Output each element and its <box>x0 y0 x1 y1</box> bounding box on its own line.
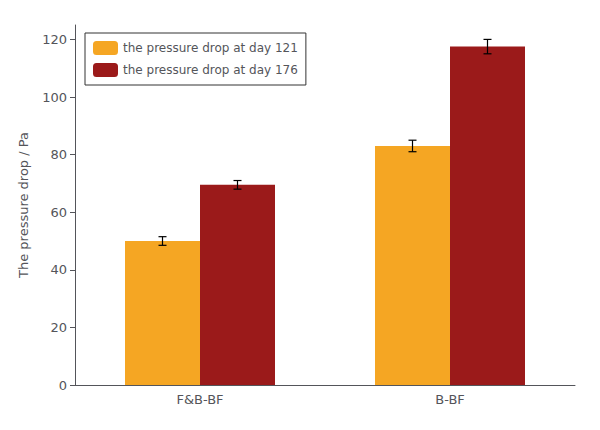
svg-text:0: 0 <box>59 378 67 393</box>
svg-text:20: 20 <box>50 320 67 335</box>
svg-text:80: 80 <box>50 147 67 162</box>
svg-text:The pressure drop / Pa: The pressure drop / Pa <box>16 132 31 279</box>
svg-text:F&B-BF: F&B-BF <box>176 392 223 407</box>
svg-text:B-BF: B-BF <box>435 392 465 407</box>
svg-text:60: 60 <box>50 205 67 220</box>
svg-text:40: 40 <box>50 262 67 277</box>
svg-text:100: 100 <box>42 90 67 105</box>
svg-text:the pressure drop at day 176: the pressure drop at day 176 <box>123 63 298 77</box>
svg-text:the pressure drop at day 121: the pressure drop at day 121 <box>123 41 298 55</box>
svg-text:120: 120 <box>42 32 67 47</box>
